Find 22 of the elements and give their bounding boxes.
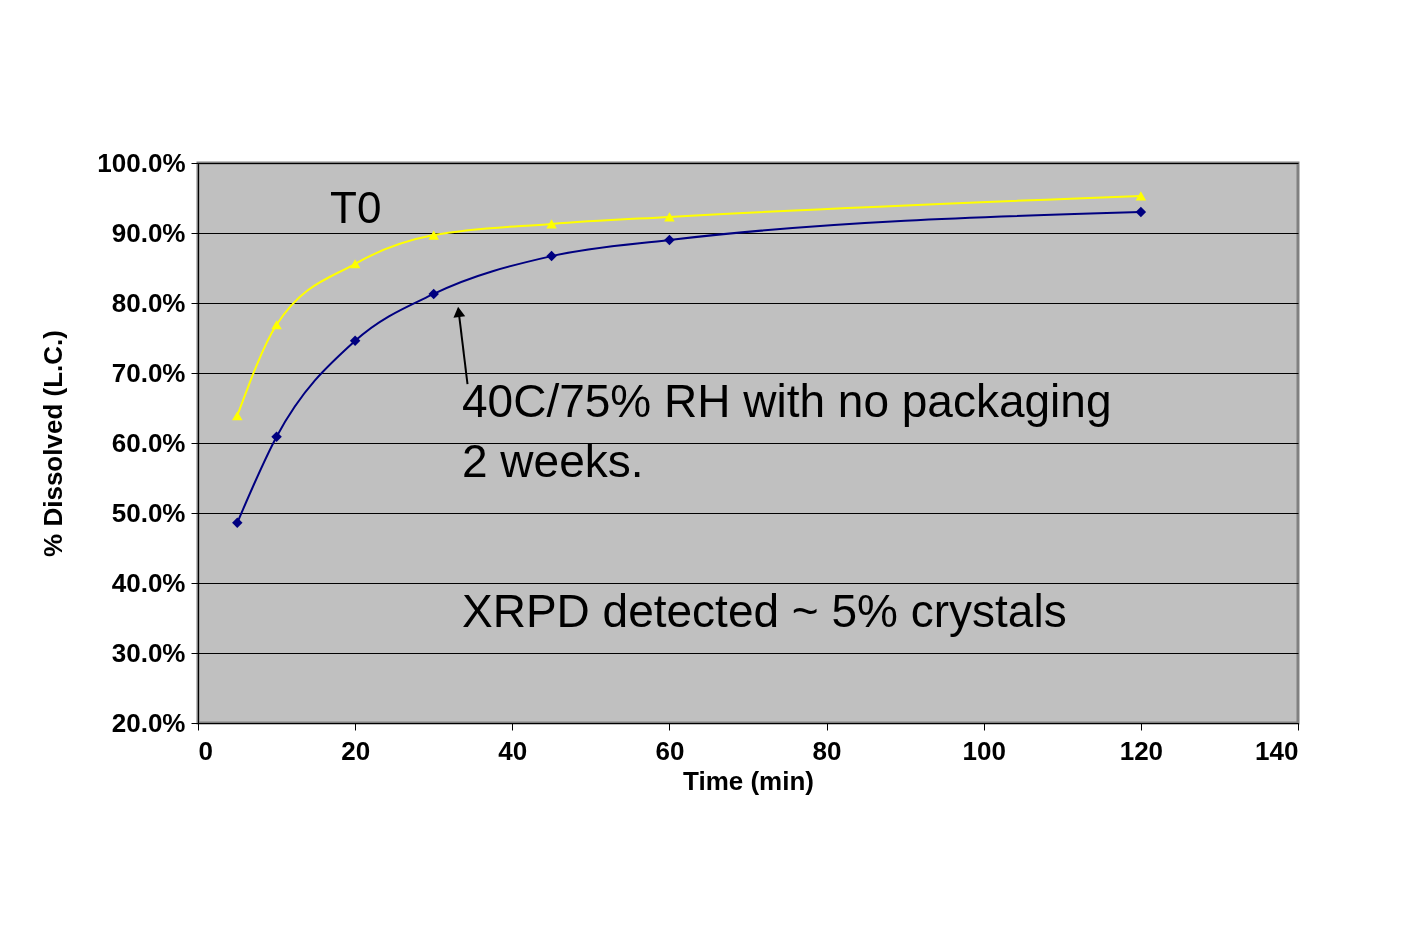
x-tick-label: 40 [498,735,528,766]
x-tick-label: 80 [812,735,842,766]
y-tick-label: 60.0% [111,427,186,458]
y-tick-label: 50.0% [111,497,186,528]
y-tick-label: 40.0% [111,567,186,598]
y-tick-label: 20.0% [111,707,186,738]
series-label: 40C/75% RH with no packaging 2 weeks. [462,375,1112,488]
x-tick-label: 60 [655,735,685,766]
series-label: T0 [330,183,382,233]
x-tick-label: 20 [341,735,371,766]
annotation: XRPD detected ~ 5% crystals [462,585,1067,638]
y-tick-label: 80.0% [111,287,186,318]
y-tick-label: 100.0% [97,147,186,178]
x-tick-label: 140 [1255,735,1299,766]
x-axis-title: Time (min) [683,765,814,796]
x-tick-label: 100 [962,735,1006,766]
x-tick-label: 120 [1119,735,1164,766]
x-tick-label: 0 [198,735,213,766]
y-tick-label: 90.0% [111,217,186,248]
y-axis-title: % Dissolved (L.C.) [38,330,69,557]
y-tick-label: 30.0% [111,637,186,668]
y-tick-label: 70.0% [111,357,186,388]
